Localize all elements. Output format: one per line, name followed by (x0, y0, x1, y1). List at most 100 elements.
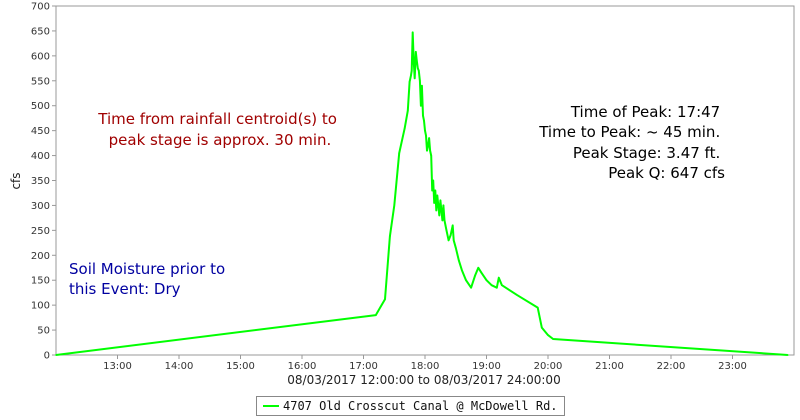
series-point (406, 109, 409, 112)
series-point (426, 149, 428, 152)
series-point (547, 334, 549, 336)
series-point (454, 247, 457, 249)
series-point (449, 234, 452, 237)
x-axis-title: 08/03/2017 12:00:00 to 08/03/2017 24:00:… (287, 373, 560, 387)
series-point (416, 60, 418, 62)
legend-swatch (263, 405, 279, 407)
series-point (470, 286, 472, 289)
series-point (434, 189, 437, 192)
series-point (495, 286, 498, 289)
plot-area (55, 5, 795, 356)
y-tick-label: 650 (31, 26, 50, 37)
series-point (442, 204, 445, 207)
soil-moisture-line-1: Soil Moisture prior to (69, 260, 225, 278)
series-point (428, 137, 430, 139)
series-point (435, 209, 438, 212)
y-tick-label: 600 (31, 51, 50, 62)
series-point (417, 67, 419, 70)
series-point (445, 229, 448, 232)
series-point (418, 70, 420, 72)
annotation-centroid-line-1: Time from rainfall centroid(s) to (97, 110, 337, 128)
y-tick-label: 500 (31, 101, 50, 112)
series-point (408, 80, 411, 83)
series-point (438, 214, 441, 217)
series-points (55, 31, 789, 356)
series-point (787, 354, 789, 356)
series-point (419, 79, 421, 82)
x-tick-label: 23:00 (718, 361, 747, 372)
series-point (443, 219, 446, 222)
y-tick-label: 150 (31, 276, 50, 287)
series-point (393, 204, 396, 207)
series-point (430, 154, 432, 157)
series-point (474, 274, 477, 277)
series-point (439, 199, 442, 202)
soil-moisture-line-2: this Event: Dry (69, 280, 181, 298)
series-point (429, 149, 431, 152)
series-point (432, 179, 434, 182)
series-point (461, 269, 463, 272)
y-axis-title: cfs (9, 172, 23, 189)
series-point (423, 119, 425, 122)
series-point (465, 279, 467, 282)
time-to-peak-label: Time to Peak: ~ 45 min. (538, 123, 720, 141)
y-tick-label: 450 (31, 126, 50, 137)
series-point (410, 75, 412, 77)
series-point (458, 259, 460, 262)
series-point (552, 338, 554, 340)
x-tick-label: 16:00 (288, 361, 317, 372)
series-point (501, 284, 503, 287)
x-tick-label: 18:00 (411, 361, 440, 372)
x-tick-label: 20:00 (534, 361, 563, 372)
y-tick-label: 0 (44, 351, 50, 362)
series-point (490, 284, 493, 287)
annotation-centroid-line-2: peak stage is approx. 30 min. (109, 131, 332, 149)
peak-stage-label: Peak Stage: 3.47 ft. (573, 144, 720, 162)
series-point (437, 204, 440, 207)
series-point (444, 224, 447, 227)
series-point (427, 144, 429, 147)
y-tick-label: 400 (31, 151, 50, 162)
series-point (398, 152, 400, 154)
series-point (516, 294, 519, 296)
y-tick-label: 700 (31, 2, 50, 13)
series-point (375, 314, 377, 316)
peak-q-label: Peak Q: 647 cfs (608, 164, 725, 182)
series-point (452, 239, 455, 242)
series-point (389, 235, 391, 238)
x-tick-label: 14:00 (165, 361, 194, 372)
annotation-soil-moisture: Soil Moisture prior to this Event: Dry (69, 260, 230, 298)
series-point (436, 194, 439, 197)
series-point (55, 354, 57, 356)
series-point (480, 271, 483, 274)
x-tick-label: 17:00 (349, 361, 378, 372)
series-point (440, 209, 443, 212)
x-tick-label: 21:00 (595, 361, 624, 372)
series-line (55, 31, 788, 356)
series-point (413, 77, 416, 80)
series-point (422, 114, 424, 117)
series-point (410, 70, 413, 72)
legend-series-label: 4707 Old Crosscut Canal @ McDowell Rd. (283, 399, 558, 413)
annotation-peak-info: Time of Peak: 17:47 Time to Peak: ~ 45 m… (538, 103, 725, 182)
series-point (424, 129, 426, 132)
x-tick-label: 15:00 (226, 361, 255, 372)
y-tick-label: 250 (31, 226, 50, 237)
series-point (541, 326, 543, 329)
peak-time-label: Time of Peak: 17:47 (570, 103, 720, 121)
series-point (485, 279, 488, 282)
legend: 4707 Old Crosscut Canal @ McDowell Rd. (256, 396, 565, 416)
series-point (536, 306, 539, 309)
x-axis: 13:00 14:00 15:00 16:00 17:00 18:00 19:00 20:00… (103, 355, 747, 372)
series-point (425, 134, 427, 137)
series-point (477, 266, 480, 269)
y-tick-label: 50 (37, 326, 50, 337)
x-tick-label: 13:00 (103, 361, 132, 372)
series-point (411, 31, 414, 34)
series-point (498, 276, 500, 279)
series-point (447, 239, 450, 242)
annotation-centroid: Time from rainfall centroid(s) to peak s… (97, 110, 341, 149)
series-point (420, 104, 422, 107)
series-point (451, 224, 454, 227)
